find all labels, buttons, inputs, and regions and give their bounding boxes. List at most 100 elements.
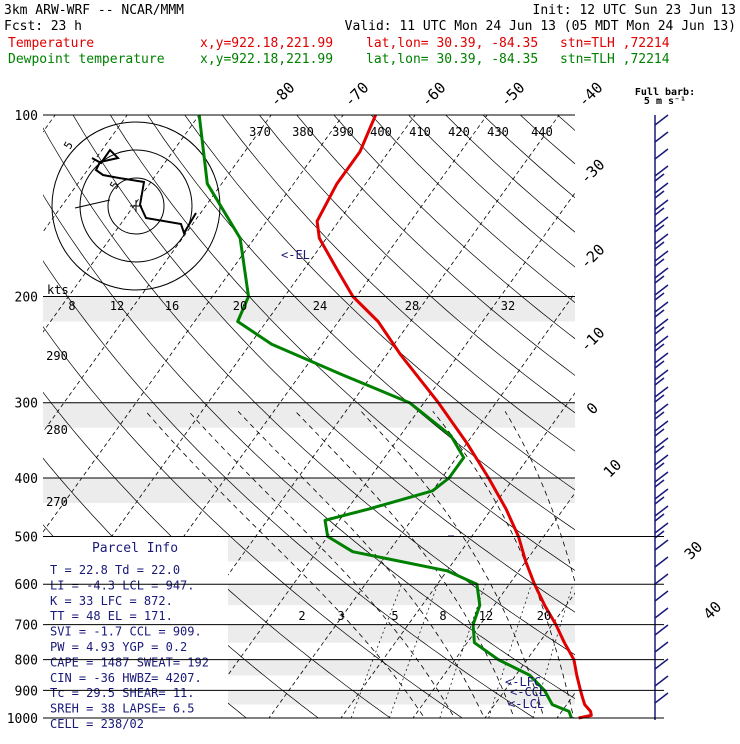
model-title: 3km ARW-WRF -- NCAR/MMM [4, 3, 184, 18]
theta-label: 280 [46, 423, 68, 437]
hodograph-speed-label: 24 [313, 299, 327, 313]
wind-barb [655, 404, 668, 414]
isotherm-label: -10 [577, 324, 609, 356]
isotherm-label: -80 [267, 79, 299, 111]
pressure-tick-label: 1000 [7, 712, 38, 727]
pressure-tick-label: 500 [15, 530, 38, 545]
hodograph: 55 [52, 122, 220, 290]
parcel-info-title: Parcel Info [92, 541, 178, 556]
pressure-tick-label: 700 [15, 619, 38, 634]
mixing-ratio-line [591, 584, 628, 718]
temp-xy: x,y=922.18,221.99 [200, 36, 333, 51]
hodograph-speed-label: 20 [233, 299, 247, 313]
pressure-tick-label: 200 [15, 291, 38, 306]
moist-adiabat [189, 411, 462, 731]
lcl-marker: <-LCL [508, 697, 544, 711]
isotherm-label: -50 [497, 79, 529, 111]
pressure-tick-label: 600 [15, 578, 38, 593]
wind-barb [655, 166, 668, 176]
isotherm-label: 40 [700, 598, 726, 624]
el-marker: <-EL [281, 248, 310, 262]
temperature-legend: Temperature [8, 36, 94, 51]
isotherm-label: 0 [583, 399, 602, 418]
wind-barb [655, 659, 668, 669]
parcel-info-row: K = 33 LFC = 872. [50, 594, 173, 608]
fcst-label: Fcst: [4, 19, 43, 34]
parcel-info-row: CIN = -36 HWBZ= 4207. [50, 671, 202, 685]
wind-barb [655, 557, 668, 567]
temp-station: stn=TLH ,72214 [560, 36, 670, 51]
mixing-ratio-label: 8 [439, 609, 446, 623]
parcel-info-row: Tc = 29.5 SHEAR= 11. [50, 686, 195, 700]
parcel-info-row: CELL = 238/02 [50, 717, 144, 731]
wind-barb [655, 608, 668, 618]
wind-barb [655, 591, 668, 601]
init-time: Init: 12 UTC Sun 23 Jun 13 [533, 3, 737, 18]
parcel-info-row: LI = -4.3 LCL = 947. [50, 578, 195, 592]
wind-barb [655, 438, 668, 448]
fcst-value: 23 h [51, 19, 82, 34]
parcel-info-row: CAPE = 1487 SWEAT= 192 [50, 655, 209, 669]
wind-barb [655, 574, 668, 584]
wind-barb [655, 642, 668, 652]
dew-xy: x,y=922.18,221.99 [200, 52, 333, 67]
barb-units: 5 m s⁻¹ [644, 96, 686, 107]
moist-adiabat [238, 411, 490, 731]
pressure-tick-label: 800 [15, 654, 38, 669]
theta-label: 370 [249, 125, 271, 139]
wind-barb [655, 455, 668, 465]
isotherm-label: -60 [418, 79, 450, 111]
theta-label: 440 [531, 125, 553, 139]
mixing-ratio-label: 5 [391, 609, 398, 623]
pressure-tick-label: 900 [15, 684, 38, 699]
wind-barb [655, 115, 668, 125]
pressure-tick-label: 400 [15, 472, 38, 487]
wind-barb [655, 251, 668, 261]
wind-barb [655, 421, 668, 431]
wind-barb [655, 234, 668, 244]
isotherm-label: -70 [341, 79, 373, 111]
pressure-tick-label: 300 [15, 397, 38, 412]
dew-latlon: lat,lon= 30.39, -84.35 [366, 52, 538, 67]
theta-label: 380 [292, 125, 314, 139]
theta-label: 270 [46, 495, 68, 509]
hodograph-speed-label: 12 [110, 299, 124, 313]
wind-barb [655, 693, 668, 703]
mixing-ratio-label: 20 [537, 609, 551, 623]
isotherm-label: -30 [577, 156, 609, 188]
isotherm-line [620, 87, 740, 730]
parcel-info-row: PW = 4.93 YGP = 0.2 [50, 640, 187, 654]
wind-barb [655, 200, 668, 210]
wind-barb [655, 370, 668, 380]
valid-time: Valid: 11 UTC Mon 24 Jun 13 (05 MDT Mon … [345, 19, 736, 34]
theta-label: 430 [487, 125, 509, 139]
wind-barb [655, 319, 668, 329]
isobar-band [43, 403, 575, 428]
mixing-ratio-label: 2 [298, 609, 305, 623]
theta-label: 400 [370, 125, 392, 139]
wind-barb [655, 336, 668, 346]
mixing-ratio-label: 3 [337, 609, 344, 623]
wind-barb [655, 676, 668, 686]
temp-latlon: lat,lon= 30.39, -84.35 [366, 36, 538, 51]
isotherm-line [548, 87, 740, 730]
wind-barb [655, 302, 668, 312]
theta-label: 420 [448, 125, 470, 139]
isotherm-label: -40 [575, 79, 607, 111]
parcel-info-row: SREH = 38 LAPSE= 6.5 [50, 702, 195, 716]
wind-barb [655, 489, 668, 499]
hodograph-speed-label: 28 [405, 299, 419, 313]
wind-barb [655, 268, 668, 278]
dewpoint-legend: Dewpoint temperature [8, 52, 165, 67]
isotherm-line [692, 87, 740, 730]
wind-barb [655, 285, 668, 295]
wind-barb [655, 132, 668, 142]
dry-adiabat [558, 115, 740, 731]
wind-barb [655, 625, 668, 635]
parcel-info-row: TT = 48 EL = 171. [50, 609, 173, 623]
wind-barb [655, 217, 668, 227]
parcel-info-row: SVI = -1.7 CCL = 909. [50, 625, 202, 639]
theta-label: 390 [332, 125, 354, 139]
hodograph-units: kts [47, 283, 69, 297]
